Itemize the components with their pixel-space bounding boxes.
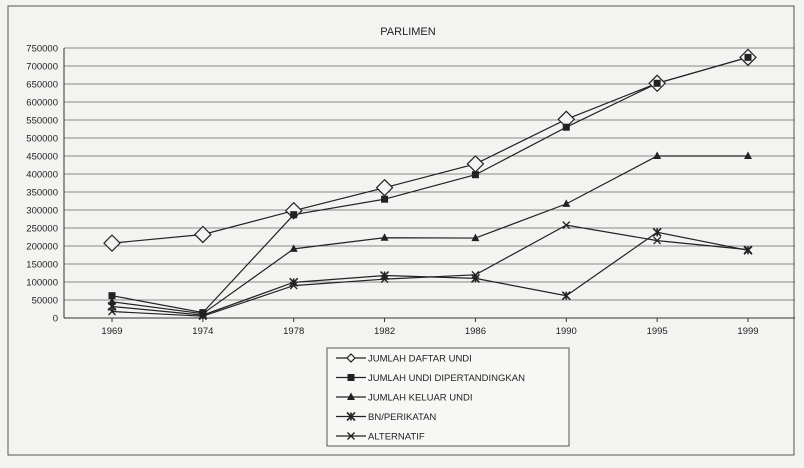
square-marker bbox=[290, 211, 298, 219]
triangle-marker bbox=[562, 199, 571, 207]
y-tick-label: 0 bbox=[53, 314, 58, 325]
grid-layer bbox=[64, 47, 795, 301]
triangle-marker bbox=[653, 151, 662, 159]
legend: JUMLAH DAFTAR UNDI JUMLAH UNDI DIPERTANDI… bbox=[326, 347, 570, 447]
legend-item-2: JUMLAH KELUAR UNDI bbox=[336, 392, 473, 404]
square-marker bbox=[744, 53, 752, 61]
y-tick-label: 50000 bbox=[32, 296, 58, 307]
star-marker bbox=[198, 310, 208, 320]
x-marker bbox=[198, 312, 207, 321]
x-tick-label: 1978 bbox=[283, 326, 304, 337]
x-stroke bbox=[653, 236, 662, 245]
square-marker bbox=[381, 195, 389, 203]
y-tick-label: 400000 bbox=[26, 170, 58, 181]
y-tick-label: 350000 bbox=[26, 188, 58, 199]
legend-item-1: JUMLAH UNDI DIPERTANDINGKAN bbox=[336, 373, 525, 384]
triangle-marker bbox=[744, 151, 752, 159]
x-marker bbox=[289, 281, 298, 290]
series-1 bbox=[111, 56, 749, 314]
square-marker bbox=[653, 79, 661, 87]
x-marker bbox=[744, 245, 752, 254]
legend-label: JUMLAH DAFTAR UNDI bbox=[368, 354, 472, 365]
series-0 bbox=[111, 56, 749, 244]
square-marker bbox=[347, 374, 355, 381]
legend-box bbox=[326, 347, 570, 447]
legend-item-0: JUMLAH DAFTAR UNDI bbox=[336, 353, 472, 365]
y-tick-label: 250000 bbox=[26, 224, 58, 235]
x-marker bbox=[471, 270, 480, 279]
legend-label: JUMLAH UNDI DIPERTANDINGKAN bbox=[368, 373, 525, 384]
y-tick-label: 200000 bbox=[26, 242, 58, 253]
x-stroke bbox=[744, 245, 752, 254]
x-marker bbox=[108, 307, 116, 316]
triangle-marker bbox=[289, 244, 298, 252]
star-marker bbox=[561, 291, 571, 301]
diamond-marker bbox=[375, 178, 394, 197]
star-marker bbox=[380, 270, 390, 281]
series-markers-4 bbox=[108, 221, 752, 321]
x-tick-label: 1982 bbox=[374, 326, 395, 337]
x-tick-label: 1999 bbox=[737, 326, 758, 337]
x-marker bbox=[562, 221, 571, 230]
legend-item-4: ALTERNATIF bbox=[336, 432, 425, 443]
chart-frame bbox=[7, 5, 795, 456]
y-tick-label: 650000 bbox=[26, 80, 58, 91]
x-stroke bbox=[347, 432, 355, 440]
y-tick-label: 700000 bbox=[26, 62, 58, 73]
diamond-marker bbox=[194, 225, 212, 244]
series-line bbox=[111, 155, 748, 315]
y-tick-label: 600000 bbox=[26, 98, 58, 109]
legend-label: JUMLAH KELUAR UNDI bbox=[368, 393, 473, 404]
series-line bbox=[111, 56, 749, 244]
x-tick-label: 1974 bbox=[192, 326, 213, 337]
star-marker bbox=[346, 411, 356, 422]
x-stroke bbox=[289, 281, 298, 290]
y-tick-label: 100000 bbox=[26, 278, 58, 289]
x-stroke bbox=[198, 312, 207, 321]
legend-label: BN/PERIKATAN bbox=[368, 412, 436, 423]
square-marker bbox=[562, 123, 570, 131]
chart-title: PARLIMEN bbox=[380, 26, 435, 38]
series-line bbox=[111, 56, 749, 314]
axis-layer: 0 50000 100000 150000 200000 250000 300000 3500… bbox=[26, 44, 795, 337]
star-marker bbox=[470, 273, 480, 283]
x-stroke bbox=[562, 221, 571, 230]
square-marker bbox=[108, 292, 116, 300]
diamond-marker bbox=[103, 234, 121, 252]
x-tick-label: 1995 bbox=[647, 326, 668, 337]
series-layer bbox=[103, 48, 757, 321]
triangle-marker bbox=[108, 297, 116, 305]
triangle-marker bbox=[347, 392, 355, 400]
triangle-marker bbox=[471, 233, 480, 242]
y-tick-label: 150000 bbox=[26, 260, 58, 271]
series-2 bbox=[111, 155, 748, 315]
y-tick-label: 500000 bbox=[26, 134, 58, 145]
x-tick-label: 1990 bbox=[556, 326, 577, 337]
legend-label: ALTERNATIF bbox=[368, 432, 425, 443]
y-tick-label: 550000 bbox=[26, 116, 58, 127]
y-tick-label: 750000 bbox=[26, 44, 58, 55]
y-tick-label: 450000 bbox=[26, 152, 58, 163]
y-tick-label: 300000 bbox=[26, 206, 58, 217]
x-marker bbox=[380, 275, 389, 284]
x-tick-label: 1986 bbox=[465, 326, 486, 337]
x-stroke bbox=[108, 307, 116, 316]
series-line bbox=[111, 224, 749, 317]
x-marker bbox=[347, 432, 355, 440]
x-marker bbox=[653, 236, 662, 245]
triangle-marker bbox=[380, 233, 389, 241]
series-4 bbox=[111, 224, 749, 317]
diamond-marker bbox=[346, 353, 356, 363]
x-tick-label: 1969 bbox=[101, 326, 122, 337]
x-stroke bbox=[380, 275, 389, 284]
diamond-marker bbox=[284, 201, 303, 220]
x-stroke bbox=[471, 270, 480, 279]
star-marker bbox=[652, 227, 662, 237]
legend-item-3: BN/PERIKATAN bbox=[336, 411, 436, 423]
square-marker bbox=[471, 171, 479, 179]
